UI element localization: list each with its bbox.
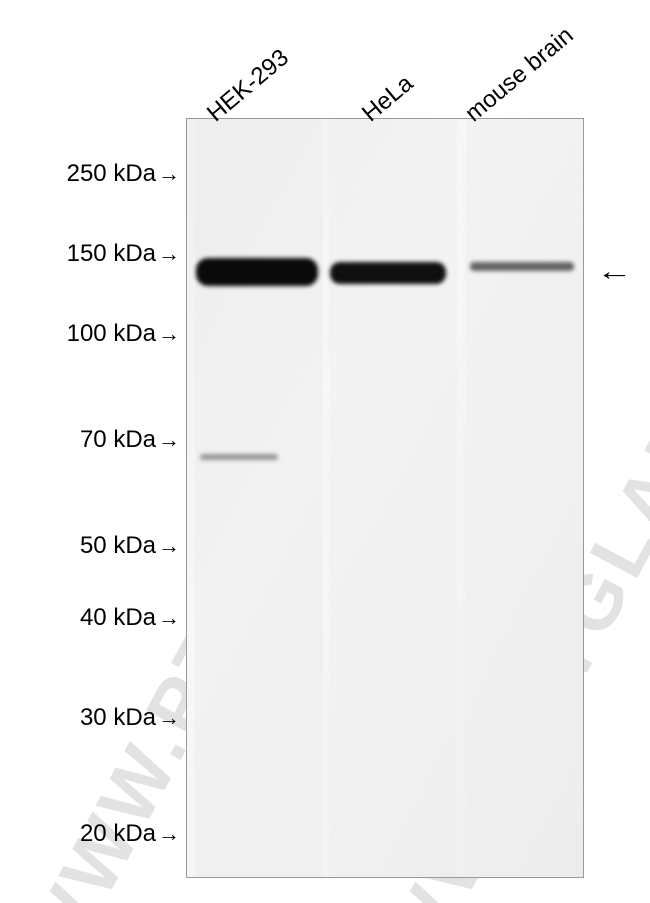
band-pointer-arrow-icon: ← [596,256,632,287]
marker-label-2: 100 kDa→ [0,320,180,348]
blot-background [187,119,583,877]
marker-text: 40 kDa [80,604,156,631]
marker-label-5: 40 kDa→ [0,604,180,632]
marker-label-7: 20 kDa→ [0,820,180,848]
arrow-right-icon: → [158,821,180,847]
marker-text: 30 kDa [80,704,156,731]
marker-text: 150 kDa [67,240,156,267]
arrow-right-icon: → [158,321,180,347]
band-0 [196,258,318,286]
arrow-right-icon: → [158,533,180,559]
arrow-right-icon: → [158,241,180,267]
band-3 [200,454,278,460]
lane-label-2: mouse brain [460,22,579,128]
marker-text: 250 kDa [67,160,156,187]
band-1 [330,262,446,284]
marker-label-1: 150 kDa→ [0,240,180,268]
blot-membrane [186,118,584,878]
marker-text: 70 kDa [80,426,156,453]
marker-text: 20 kDa [80,820,156,847]
figure-canvas: { "figure": { "type": "western-blot-imag… [0,0,650,903]
marker-label-6: 30 kDa→ [0,704,180,732]
marker-label-3: 70 kDa→ [0,426,180,454]
lane-label-0: HEK-293 [202,44,295,128]
marker-text: 100 kDa [67,320,156,347]
arrow-right-icon: → [158,605,180,631]
arrow-right-icon: → [158,161,180,187]
marker-label-4: 50 kDa→ [0,532,180,560]
marker-label-0: 250 kDa→ [0,160,180,188]
band-2 [470,262,574,271]
arrow-right-icon: → [158,705,180,731]
marker-text: 50 kDa [80,532,156,559]
arrow-right-icon: → [158,427,180,453]
